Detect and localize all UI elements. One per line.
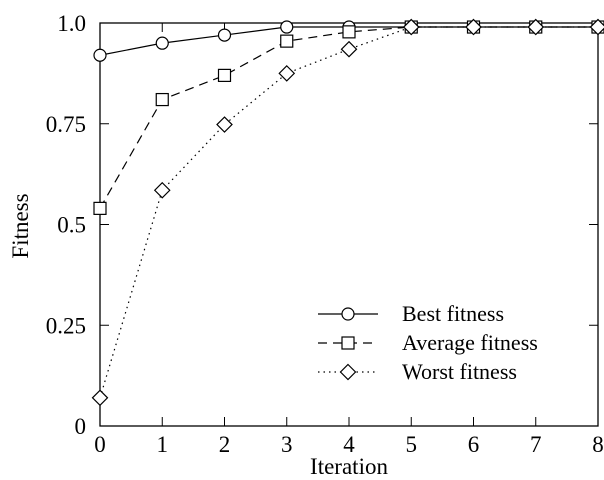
- legend-marker-best-fitness: [341, 307, 355, 321]
- data-point-worst-fitness: [465, 18, 482, 36]
- y-axis-label: Fitness: [8, 193, 33, 258]
- legend-marker-worst-fitness: [339, 363, 357, 381]
- y-tick-label: 0.5: [57, 213, 86, 238]
- legend-label-average-fitness: Average fitness: [402, 330, 538, 355]
- x-tick-label: 1: [157, 432, 169, 457]
- legend-label-best-fitness: Best fitness: [402, 301, 504, 326]
- legend-marker-average-fitness: [341, 336, 355, 350]
- data-point-worst-fitness: [340, 40, 358, 58]
- x-tick-label: 0: [94, 432, 106, 457]
- y-tick-label: 0: [75, 414, 87, 439]
- x-tick-label: 6: [468, 432, 480, 457]
- data-point-worst-fitness: [278, 65, 296, 82]
- data-point-best-fitness: [217, 28, 232, 42]
- series-worst-fitness: [91, 18, 604, 407]
- x-tick-label: 4: [343, 432, 355, 457]
- data-point-worst-fitness: [527, 18, 545, 36]
- data-point-average-fitness: [155, 92, 169, 107]
- data-point-average-fitness: [342, 25, 356, 39]
- legend-label-worst-fitness: Worst fitness: [402, 359, 517, 384]
- axis-ticks: 0 1 2 3 4 5 6 7 8 0 0.25 0.5 0.75 1.0: [46, 11, 604, 457]
- data-point-best-fitness: [155, 36, 169, 50]
- data-point-average-fitness: [217, 68, 232, 82]
- data-point-best-fitness: [280, 20, 294, 34]
- x-tick-label: 3: [281, 432, 293, 457]
- data-point-worst-fitness: [153, 181, 171, 199]
- series-layer: [91, 18, 604, 407]
- legend: Best fitness Average fitness Worst fitness: [318, 301, 538, 384]
- x-tick-label: 7: [530, 432, 542, 457]
- x-tick-label: 2: [219, 432, 231, 457]
- data-point-worst-fitness: [216, 116, 233, 133]
- x-tick-label: 5: [406, 432, 418, 457]
- x-tick-label: 8: [592, 432, 604, 457]
- data-point-worst-fitness: [589, 18, 604, 36]
- y-tick-label: 1.0: [57, 11, 86, 36]
- data-point-worst-fitness: [91, 389, 109, 407]
- data-point-best-fitness: [93, 48, 107, 62]
- data-point-worst-fitness: [402, 18, 420, 36]
- data-point-average-fitness: [93, 201, 107, 215]
- data-point-average-fitness: [280, 34, 294, 48]
- y-tick-label: 0.25: [46, 313, 86, 338]
- y-tick-label: 0.75: [46, 112, 86, 137]
- x-axis-label: Iteration: [310, 454, 388, 479]
